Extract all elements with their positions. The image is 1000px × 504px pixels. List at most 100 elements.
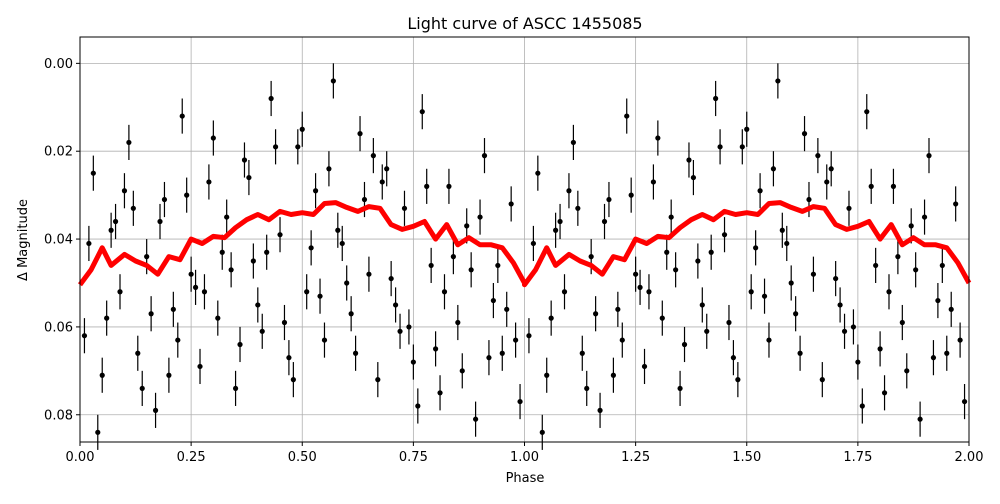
data-point [406, 324, 412, 330]
x-tick-label: 1.50 [732, 450, 761, 465]
data-point [428, 262, 434, 269]
x-tick-label: 0.25 [177, 450, 206, 465]
binned-curve-line [77, 200, 972, 288]
data-point [753, 245, 759, 251]
data-point [361, 196, 368, 203]
data-point [793, 311, 799, 317]
data-point [104, 315, 110, 321]
data-point [597, 407, 603, 413]
data-point [837, 302, 843, 308]
data-point [517, 398, 523, 405]
data-point [468, 267, 474, 273]
data-point [286, 355, 292, 361]
data-point [833, 275, 839, 282]
data-point [384, 166, 390, 172]
data-point [117, 289, 123, 295]
data-point [606, 196, 612, 203]
data-point [890, 183, 897, 189]
data-point [815, 153, 821, 159]
x-tick-label: 1.00 [510, 450, 539, 465]
data-point [81, 333, 88, 339]
data-point [855, 359, 861, 365]
data-point [224, 214, 230, 220]
data-point [206, 179, 212, 185]
chart-title: Light curve of ASCC 1455085 [407, 14, 642, 33]
data-point [788, 280, 794, 286]
data-point [677, 385, 683, 392]
data-point [579, 350, 585, 356]
data-point [961, 398, 968, 405]
data-point [557, 218, 563, 225]
data-point [228, 267, 234, 273]
data-point [797, 350, 803, 356]
data-point [241, 157, 248, 163]
data-point [695, 258, 701, 264]
data-point [646, 289, 652, 295]
data-point [135, 350, 141, 356]
data-point [775, 78, 781, 84]
data-point [152, 407, 159, 413]
data-point [544, 372, 550, 378]
data-point [397, 328, 403, 334]
data-point [215, 315, 221, 321]
data-point [908, 223, 914, 229]
data-point [566, 188, 572, 194]
data-point [593, 311, 599, 317]
data-point [917, 416, 923, 422]
data-point [806, 196, 812, 203]
data-point [246, 174, 252, 181]
data-point [704, 328, 710, 334]
data-point [713, 95, 719, 102]
data-point [846, 205, 852, 211]
data-point [290, 377, 296, 383]
data-point [255, 302, 261, 308]
y-tick-label: 0.00 [44, 57, 73, 72]
data-point [659, 315, 665, 321]
data-point [886, 289, 892, 295]
data-point [615, 306, 621, 312]
data-point [899, 319, 905, 326]
data-point [744, 126, 750, 132]
data-point [673, 267, 679, 273]
data-point [619, 337, 625, 343]
data-points [81, 63, 968, 450]
data-point [179, 113, 185, 119]
data-point [197, 363, 203, 370]
data-point [281, 319, 288, 326]
data-point [446, 183, 452, 189]
data-point [935, 297, 941, 304]
data-point [926, 153, 932, 159]
x-tick-label: 0.50 [288, 450, 317, 465]
data-point [184, 192, 190, 198]
data-point [326, 166, 332, 172]
data-point [957, 337, 963, 343]
data-point [201, 289, 208, 295]
data-point [535, 170, 541, 176]
data-point [717, 144, 723, 150]
data-point [628, 192, 634, 198]
data-point [575, 205, 581, 211]
data-point [757, 188, 763, 194]
data-point [250, 258, 256, 264]
data-point [508, 201, 514, 207]
data-point [730, 355, 737, 361]
data-point [264, 249, 270, 255]
data-point [419, 109, 425, 115]
x-tick-label: 0.75 [399, 450, 428, 465]
data-point [548, 315, 554, 321]
data-point [828, 166, 834, 172]
data-point [388, 275, 394, 282]
data-point [210, 135, 216, 141]
data-point [335, 227, 341, 233]
data-point [650, 179, 657, 185]
data-point [526, 333, 532, 339]
data-point [877, 346, 883, 352]
data-point [824, 179, 830, 185]
data-point [219, 249, 225, 255]
data-point [299, 126, 305, 132]
data-point [321, 337, 328, 343]
data-point [312, 188, 319, 194]
data-point [268, 95, 274, 102]
y-tick-label: 0.06 [44, 320, 73, 335]
